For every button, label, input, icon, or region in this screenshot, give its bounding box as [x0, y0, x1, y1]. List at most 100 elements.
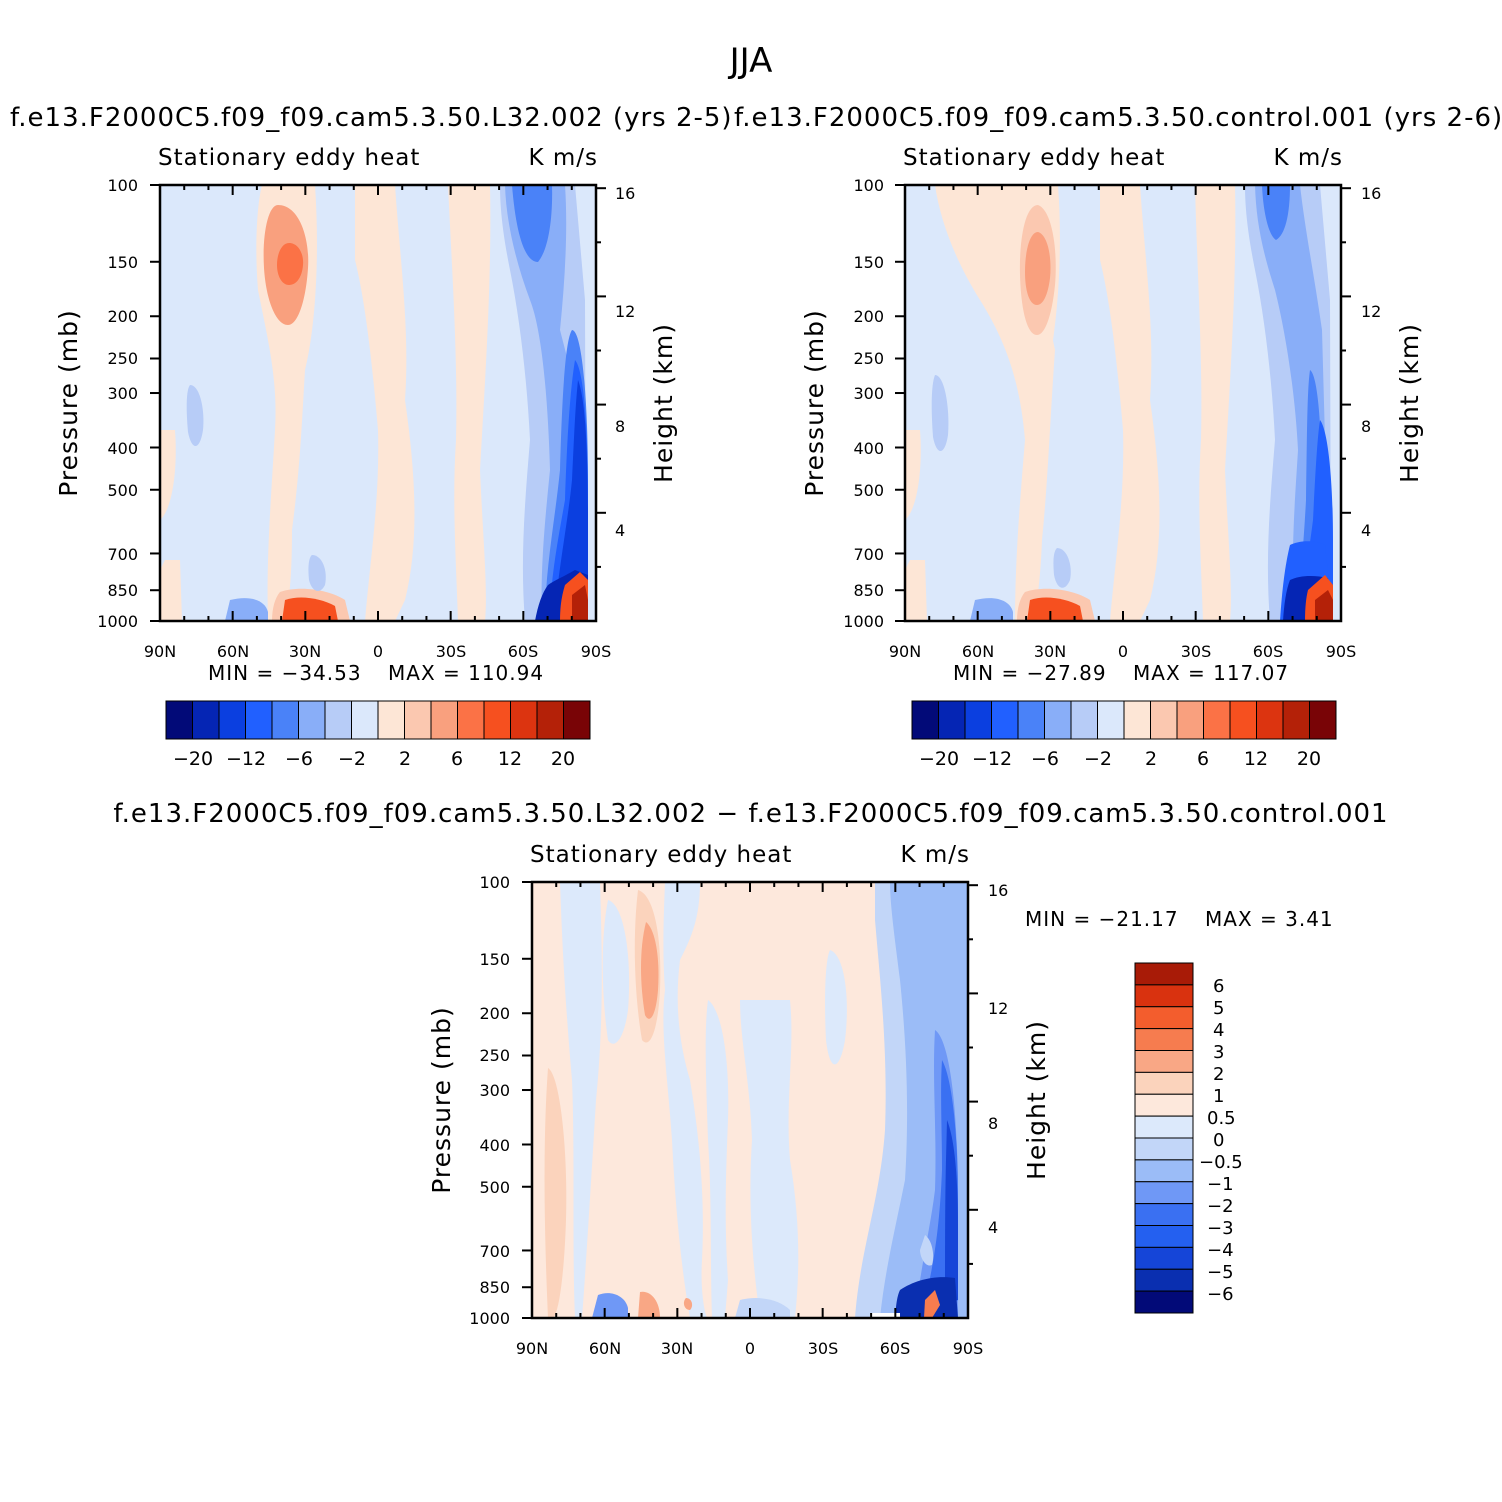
panel-3-x-axis: 90N 60N 30N 0 30S 60S 90S	[516, 1339, 983, 1358]
y2-tick-label: 16	[988, 881, 1008, 900]
panel-3-y2label: Height (km)	[1022, 1020, 1051, 1180]
y-tick-label: 1000	[97, 612, 138, 631]
y2-tick-label: 16	[615, 184, 635, 203]
y2-tick-label: 12	[615, 302, 635, 321]
contour-band	[277, 243, 304, 285]
panel-2-colorbar: −20 −12 −6 −2 2 6 12 20	[911, 700, 1337, 770]
colorbar-cell	[1134, 984, 1194, 1008]
y2-tick-label: 4	[1361, 521, 1371, 540]
colorbar-cell	[964, 700, 992, 740]
panel-3: f.e13.F2000C5.f09_f09.cam5.3.50.L32.002 …	[113, 799, 1388, 1358]
contour-band	[1100, 185, 1160, 621]
colorbar-cell	[1134, 1181, 1194, 1205]
y-tick-label: 150	[107, 253, 138, 272]
y-tick-label: 850	[107, 581, 138, 600]
colorbar-label: 2	[399, 748, 411, 770]
colorbar-label: −2	[1207, 1196, 1234, 1217]
colorbar-cell	[1134, 1028, 1194, 1051]
contour-band	[641, 922, 659, 1019]
contour-band	[931, 375, 949, 452]
colorbar-label: −4	[1207, 1240, 1234, 1261]
colorbar-label: −0.5	[1199, 1152, 1243, 1173]
y2-tick-label: 12	[988, 999, 1008, 1018]
colorbar-label: 2	[1213, 1064, 1224, 1085]
colorbar-cell	[1070, 700, 1098, 740]
colorbar-cell	[536, 700, 564, 740]
colorbar-cell	[1134, 1290, 1194, 1314]
colorbar-cell	[1134, 1137, 1194, 1161]
panel-2-y2label: Height (km)	[1395, 323, 1424, 483]
y-tick-label: 200	[479, 1004, 510, 1023]
colorbar-cell	[1017, 700, 1045, 740]
panel-1-colorbar: −20 −12 −6 −2 2 6 12 20	[165, 700, 591, 770]
panel-2-contour-field	[905, 185, 1341, 621]
contour-band	[945, 1120, 958, 1300]
colorbar-label: 0.5	[1207, 1108, 1236, 1129]
y2-tick-label: 16	[1361, 184, 1381, 203]
y-tick-label: 1000	[469, 1309, 510, 1328]
colorbar-label: 1	[1213, 1086, 1224, 1107]
colorbar-cell	[218, 700, 246, 740]
contour-band	[186, 385, 204, 447]
colorbar-label: −5	[1207, 1262, 1234, 1283]
colorbar-label: 4	[1213, 1020, 1224, 1041]
colorbar-cell	[298, 700, 326, 740]
panel-2-y-axis: 100 150 200 250 300 400 500 700 850 1000	[843, 176, 884, 631]
colorbar-cell	[1150, 700, 1178, 740]
contour-band	[905, 430, 921, 520]
colorbar-cell	[165, 700, 193, 740]
y2-tick-label: 4	[988, 1218, 998, 1237]
x-tick-label: 90N	[889, 642, 921, 661]
panel-3-ylabel: Pressure (mb)	[427, 1006, 456, 1193]
contour-band	[560, 882, 602, 1318]
panel-3-contour-field	[532, 882, 968, 1318]
y-tick-label: 250	[479, 1046, 510, 1065]
panel-1-ylabel: Pressure (mb)	[54, 309, 83, 496]
x-tick-label: 30S	[808, 1339, 839, 1358]
panel-1-left-label: Stationary eddy heat	[158, 145, 420, 171]
colorbar-cell	[1134, 1093, 1194, 1117]
colorbar-cell	[1203, 700, 1231, 740]
colorbar-cell	[324, 700, 352, 740]
y-tick-label: 100	[853, 176, 884, 195]
y-tick-label: 200	[107, 307, 138, 326]
contour-band	[592, 1293, 628, 1318]
x-tick-label: 90S	[581, 642, 612, 661]
colorbar-cell	[1134, 1071, 1194, 1095]
y-tick-label: 500	[853, 481, 884, 500]
panel-2-right-label: K m/s	[1273, 145, 1343, 171]
colorbar-cell	[245, 700, 273, 740]
y-tick-label: 700	[479, 1242, 510, 1261]
y-tick-label: 500	[107, 481, 138, 500]
panel-1-y2-axis: 4 8 12 16	[615, 184, 635, 540]
y-tick-label: 850	[853, 581, 884, 600]
panel-3-left-label: Stationary eddy heat	[530, 842, 792, 868]
y-tick-label: 850	[479, 1278, 510, 1297]
contour-band	[924, 1290, 940, 1318]
colorbar-label: 0	[1213, 1130, 1224, 1151]
colorbar-cell	[1134, 1246, 1194, 1270]
colorbar-cell	[1134, 1050, 1194, 1073]
x-tick-label: 90N	[144, 642, 176, 661]
colorbar-label: 20	[551, 748, 575, 770]
panel-2-ylabel: Pressure (mb)	[800, 309, 829, 496]
x-tick-label: 0	[1118, 642, 1128, 661]
colorbar-cell	[991, 700, 1019, 740]
y2-tick-label: 8	[615, 417, 625, 436]
colorbar-label: 3	[1213, 1042, 1224, 1063]
panel-1-y2label: Height (km)	[649, 323, 678, 483]
colorbar-label: 2	[1145, 748, 1157, 770]
colorbar-label: 12	[498, 748, 522, 770]
panel-3-title: f.e13.F2000C5.f09_f09.cam5.3.50.L32.002 …	[113, 799, 1388, 829]
contour-band	[970, 598, 1013, 621]
y-tick-label: 1000	[843, 612, 884, 631]
y-tick-label: 200	[853, 307, 884, 326]
colorbar-cell	[938, 700, 966, 740]
contour-band	[555, 380, 588, 621]
contour-band	[705, 1000, 729, 1318]
colorbar-cell	[404, 700, 432, 740]
colorbar-label: −6	[1031, 748, 1059, 770]
x-tick-label: 0	[373, 642, 383, 661]
panel-2-colorbar-cells	[911, 700, 1337, 740]
